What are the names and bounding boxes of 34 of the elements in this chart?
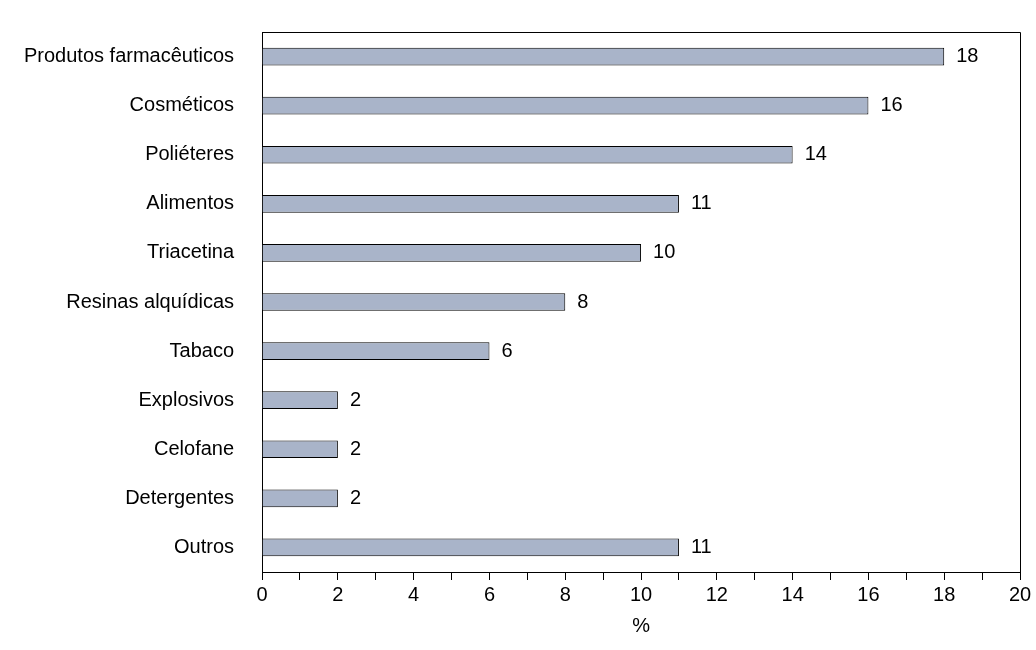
data-label: 11 <box>690 534 712 557</box>
data-label: 2 <box>349 387 362 410</box>
y-tick-label: Alimentos <box>146 191 235 214</box>
x-tick-label: 8 <box>559 582 571 605</box>
x-tick-label: 2 <box>332 582 344 605</box>
data-label: 6 <box>501 338 513 361</box>
x-tick-label: 0 <box>256 582 268 605</box>
data-label: 16 <box>880 93 903 116</box>
data-label: 11 <box>690 191 712 214</box>
y-tick-label: Cosméticos <box>129 93 235 116</box>
y-tick-label: Triacetina <box>147 240 235 263</box>
x-tick-label: 16 <box>857 582 880 605</box>
data-label: 18 <box>956 44 979 67</box>
x-tick-label: 10 <box>629 582 653 605</box>
y-tick-label: Explosivos <box>138 387 235 410</box>
data-label: 10 <box>653 240 676 263</box>
y-tick-label: Detergentes <box>125 485 235 508</box>
y-tick-label: Outros <box>174 534 235 557</box>
data-label: 2 <box>349 436 362 459</box>
x-axis-title: % <box>632 613 651 636</box>
x-tick-label: 6 <box>483 582 496 605</box>
y-tick-label: Celofane <box>154 436 235 459</box>
data-label: 14 <box>804 142 827 165</box>
x-tick-label: 18 <box>933 582 956 605</box>
x-tick-label: 12 <box>705 582 728 605</box>
y-tick-label: Resinas alquídicas <box>66 289 235 312</box>
x-tick-label: 4 <box>408 582 420 605</box>
x-tick-label: 14 <box>781 582 804 605</box>
data-label: 8 <box>577 289 589 312</box>
x-tick-label: 20 <box>1008 582 1032 605</box>
y-tick-label: Produtos farmacêuticos <box>23 44 235 67</box>
data-label: 2 <box>349 485 362 508</box>
y-tick-label: Tabaco <box>169 338 235 361</box>
y-tick-label: Poliéteres <box>145 142 235 165</box>
